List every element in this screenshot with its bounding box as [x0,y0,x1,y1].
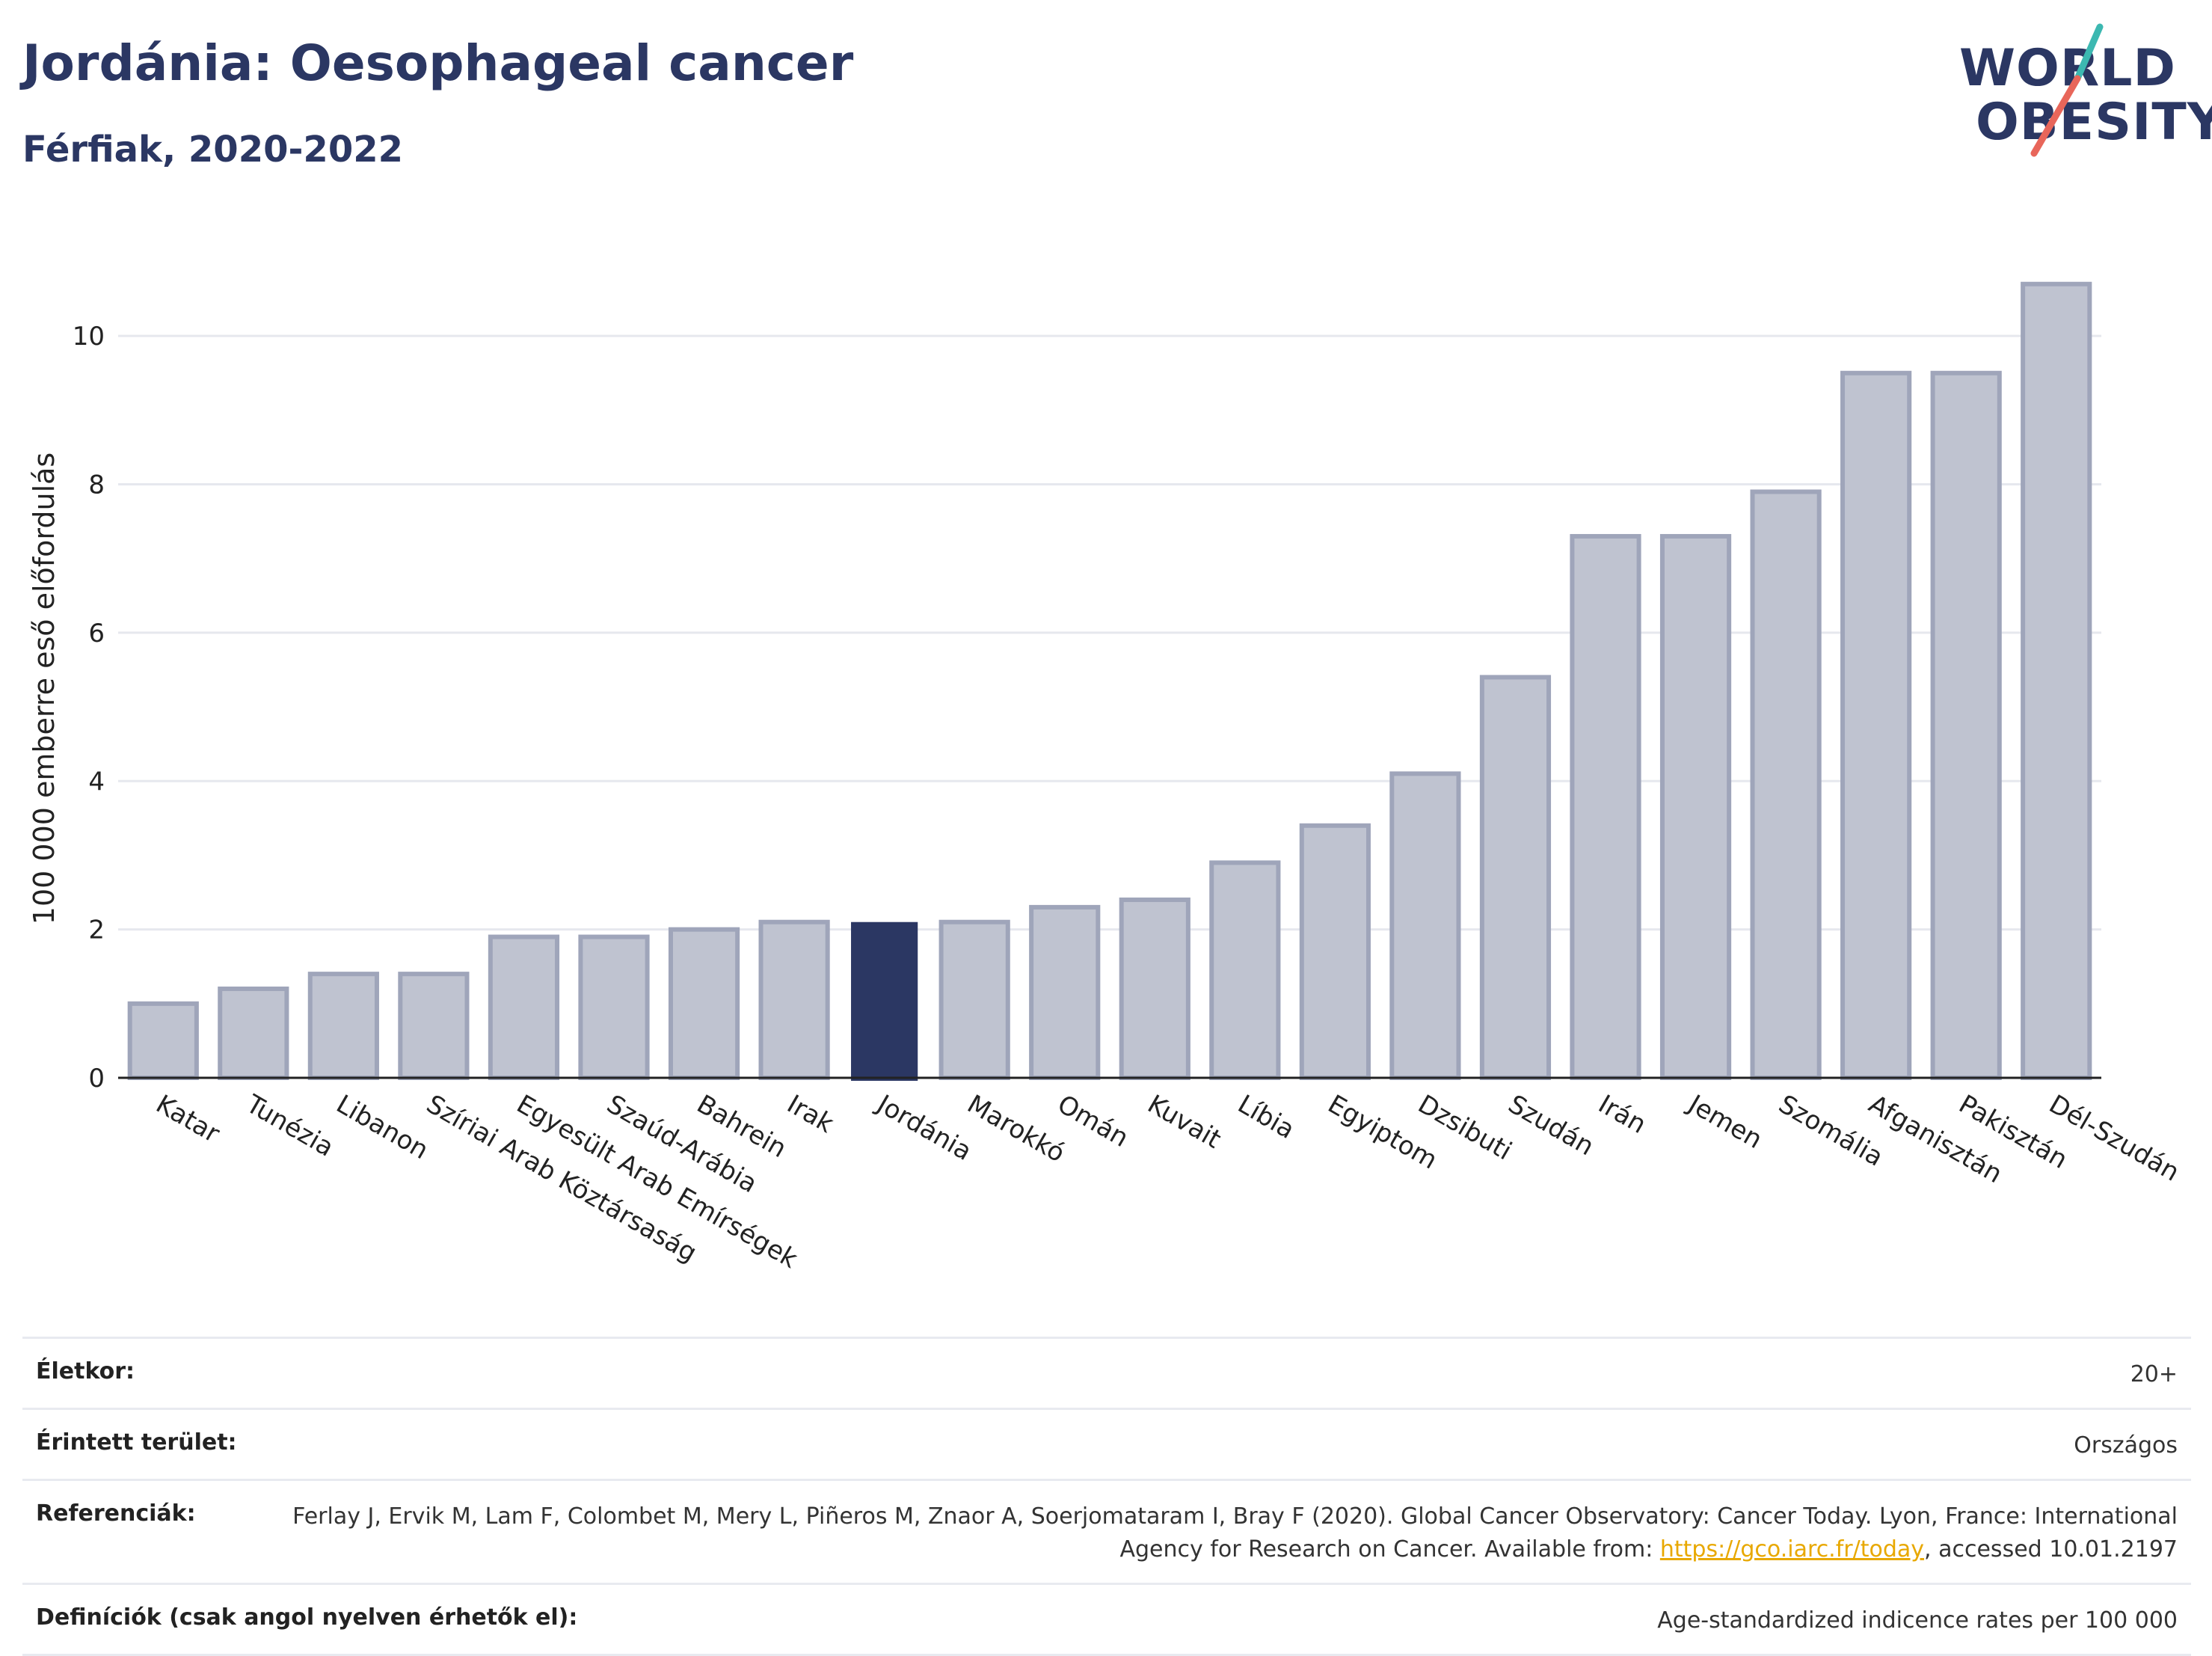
bar-jemen[interactable] [1659,533,1732,1080]
y-tick-label: 2 [88,916,105,945]
y-tick-label: 8 [88,470,105,500]
bar-pakisztán[interactable] [1930,370,2002,1081]
bars [127,281,2092,1081]
info-value-references: Ferlay J, Ervik M, Lam F, Colombet M, Me… [226,1500,2178,1566]
info-row-references: Referenciák: Ferlay J, Ervik M, Lam F, C… [22,1479,2191,1583]
bar-marokkó[interactable] [938,919,1010,1080]
bar-libanon[interactable] [307,972,379,1081]
bar-szudán[interactable] [1479,675,1552,1080]
x-tick-label: Katar [151,1089,225,1149]
x-tick-label: Dél-Szudán [2044,1089,2184,1188]
x-tick-label: Tunézia [240,1089,339,1163]
info-value-age: 20+ [2130,1361,2178,1387]
reference-accessed: , accessed 10.01.2197 [1924,1536,2178,1563]
world-obesity-logo: WORLD OBESITY [1944,22,2212,165]
page-title: Jordánia: Oesophageal cancer [22,34,854,92]
bar-szaúd-arábia[interactable] [578,934,650,1081]
x-tick-label: Jemen [1682,1088,1767,1155]
logo-line2: OBESITY [1976,93,2212,152]
y-tick-label: 0 [88,1064,105,1094]
bar-omán[interactable] [1029,904,1101,1081]
info-row-area: Érintett terület: Országos [22,1408,2191,1479]
x-tick-label: Jordánia [870,1088,977,1167]
x-tick-label: Szudán [1503,1089,1599,1162]
logo-line1: WORLD [1959,39,2176,98]
x-tick-label: Libanon [331,1089,434,1165]
x-tick-label: Líbia [1232,1089,1300,1145]
bar-afganisztán[interactable] [1840,370,1912,1081]
info-label-definitions: Definíciók (csak angol nyelven érhetők e… [36,1604,578,1631]
reference-text: Ferlay J, Ervik M, Lam F, Colombet M, Me… [292,1503,2178,1563]
bar-dél-szudán[interactable] [2021,281,2092,1081]
bar-katar[interactable] [127,1001,199,1081]
x-tick-label: Kuvait [1143,1089,1226,1155]
y-tick-label: 10 [73,322,105,352]
bar-szomália[interactable] [1750,489,1822,1080]
info-value-definitions: Age-standardized indicence rates per 100… [1657,1607,2178,1634]
bar-szíriai-arab-köztársaság[interactable] [398,972,470,1081]
info-row-age: Életkor: 20+ [22,1337,2191,1408]
info-value-area: Országos [2074,1432,2178,1459]
x-tick-label: Irán [1594,1089,1651,1140]
x-tick-label: Irak [782,1089,839,1139]
page-subtitle: Férfiak, 2020-2022 [22,129,404,171]
bar-líbia[interactable] [1209,860,1281,1080]
bar-bahrein[interactable] [668,927,740,1080]
bar-tunézia[interactable] [218,986,289,1080]
bar-egyiptom[interactable] [1299,823,1371,1081]
y-axis-title: 100 000 emberre eső előfordulás [28,453,61,924]
logo-slash-icon [2030,23,2104,157]
info-label-area: Érintett terület: [36,1429,237,1456]
bar-irán[interactable] [1570,533,1641,1080]
reference-link[interactable]: https://gco.iarc.fr/today [1659,1536,1925,1563]
y-tick-label: 6 [88,619,105,648]
bar-irak[interactable] [758,919,830,1080]
bar-jordánia[interactable] [851,921,918,1081]
x-tick-label: Marokkó [962,1089,1070,1168]
info-label-age: Életkor: [36,1358,135,1384]
info-label-references: Referenciák: [36,1500,196,1527]
bar-dzsibuti[interactable] [1389,771,1461,1080]
info-row-definitions: Definíciók (csak angol nyelven érhetők e… [22,1583,2191,1656]
bar-kuvait[interactable] [1119,897,1191,1080]
bar-egyesült-arab-emírségek[interactable] [488,934,560,1081]
y-tick-label: 4 [88,767,105,797]
info-table: Életkor: 20+ Érintett terület: Országos … [22,1337,2191,1656]
